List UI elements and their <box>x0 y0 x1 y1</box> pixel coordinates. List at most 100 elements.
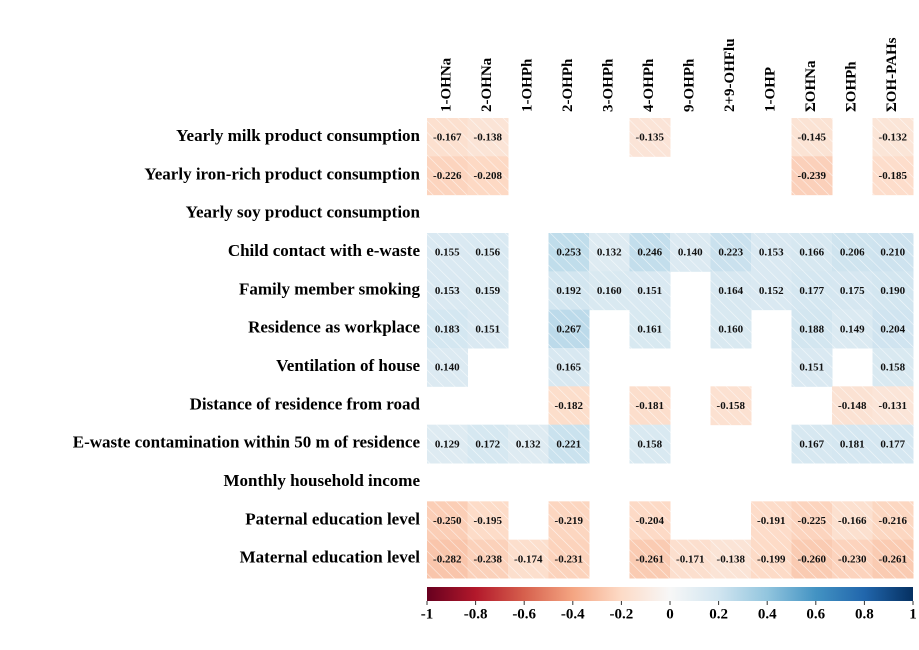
cell-hatch <box>508 539 549 579</box>
cell-label: 0.158 <box>637 438 662 450</box>
cell-hatch <box>427 424 468 464</box>
row-label: E-waste contamination within 50 m of res… <box>73 433 421 452</box>
cell-label: 0.151 <box>637 285 662 297</box>
column-label: 2-OHPh <box>560 58 576 112</box>
cell-label: 0.204 <box>880 323 905 335</box>
cell-hatch <box>791 309 833 349</box>
cell-label: -0.145 <box>798 132 827 144</box>
cell-hatch <box>832 386 873 426</box>
cell-hatch <box>710 271 752 311</box>
row-label: Residence as workplace <box>248 318 420 337</box>
colorbar-tick-label: -1 <box>421 606 434 622</box>
cell-hatch <box>710 539 752 579</box>
cell-label: 0.175 <box>840 285 865 297</box>
cell-label: 0.140 <box>678 247 703 259</box>
cell-label: -0.238 <box>474 553 503 565</box>
cell-hatch <box>427 348 468 387</box>
cell-hatch <box>872 271 914 311</box>
cell-label: -0.208 <box>474 170 503 182</box>
cell-hatch <box>791 424 833 464</box>
cell-label: 0.188 <box>799 323 824 335</box>
cell-label: -0.131 <box>879 400 907 412</box>
cell-label: -0.195 <box>474 515 503 527</box>
cell-label: 0.161 <box>637 323 662 335</box>
cell-hatch <box>872 118 914 157</box>
colorbar <box>427 587 913 601</box>
cell-hatch <box>791 271 833 311</box>
cell-hatch <box>832 424 873 464</box>
cell-label: -0.191 <box>757 515 785 527</box>
cell-hatch <box>427 118 468 157</box>
cell-hatch <box>629 309 671 349</box>
cell-hatch <box>467 501 509 541</box>
cell-label: 0.172 <box>475 438 500 450</box>
cell-label: 0.253 <box>556 247 581 259</box>
row-label: Family member smoking <box>239 279 421 298</box>
cell-hatch <box>872 309 914 349</box>
cell-label: -0.167 <box>433 132 462 144</box>
cell-label: 0.167 <box>799 438 824 450</box>
cell-hatch <box>832 309 873 349</box>
cell-label: 0.192 <box>556 285 581 297</box>
cell-hatch <box>872 348 914 387</box>
cell-hatch <box>548 424 590 464</box>
cell-label: -0.148 <box>838 400 867 412</box>
cell-label: 0.132 <box>597 247 622 259</box>
cell-hatch <box>629 501 671 541</box>
column-label: 2+9-OHFlu <box>722 38 738 112</box>
column-label: 1-OHP <box>763 67 779 112</box>
cell-label: -0.282 <box>433 553 462 565</box>
cell-hatch <box>710 233 752 272</box>
cell-label: -0.260 <box>798 553 827 565</box>
cell-label: -0.185 <box>879 170 908 182</box>
row-label: Child contact with e-waste <box>228 241 421 260</box>
cell-label: 0.140 <box>435 362 460 374</box>
cell-label: -0.181 <box>636 400 664 412</box>
cell-hatch <box>751 271 792 311</box>
cell-hatch <box>710 309 752 349</box>
cell-hatch <box>710 386 752 426</box>
cell-hatch <box>791 156 833 196</box>
cell-label: 0.160 <box>597 285 622 297</box>
cell-hatch <box>467 156 509 196</box>
column-label: 3-OHPh <box>601 58 617 112</box>
cell-hatch <box>791 501 833 541</box>
cell-label: 0.183 <box>435 323 460 335</box>
cell-label: 0.158 <box>880 362 905 374</box>
colorbar-tick-label: -0.2 <box>610 606 634 622</box>
cell-hatch <box>751 233 792 272</box>
cell-hatch <box>670 233 711 272</box>
cell-label: -0.204 <box>636 515 665 527</box>
column-label: ΣOHPh <box>844 61 860 112</box>
cell-hatch <box>791 118 833 157</box>
cell-label: 0.190 <box>880 285 905 297</box>
row-label: Paternal education level <box>245 509 420 528</box>
cell-label: -0.261 <box>636 553 664 565</box>
cell-label: -0.230 <box>838 553 867 565</box>
row-label: Yearly soy product consumption <box>186 203 421 222</box>
cell-hatch <box>548 233 590 272</box>
cell-label: -0.174 <box>514 553 543 565</box>
cell-hatch <box>872 156 914 196</box>
cell-hatch <box>832 501 873 541</box>
cell-label: 0.153 <box>759 247 784 259</box>
cell-label: 0.181 <box>840 438 865 450</box>
cell-label: 0.156 <box>475 247 500 259</box>
row-label: Yearly milk product consumption <box>176 126 420 145</box>
cell-hatch <box>467 539 509 579</box>
cell-hatch <box>548 309 590 349</box>
cell-label: -0.231 <box>555 553 583 565</box>
column-label: 4-OHPh <box>641 58 657 112</box>
cell-hatch <box>629 233 671 272</box>
column-label: 1-OHPh <box>520 58 536 112</box>
colorbar-tick-label: -0.4 <box>561 606 585 622</box>
cell-label: 0.177 <box>880 438 905 450</box>
cell-hatch <box>467 424 509 464</box>
cell-hatch <box>629 118 671 157</box>
cell-hatch <box>832 271 873 311</box>
cell-hatch <box>872 424 914 464</box>
cell-label: 0.223 <box>718 247 743 259</box>
colorbar-tick-label: 0.4 <box>758 606 777 622</box>
cell-label: 0.267 <box>556 323 581 335</box>
cell-hatch <box>427 501 468 541</box>
